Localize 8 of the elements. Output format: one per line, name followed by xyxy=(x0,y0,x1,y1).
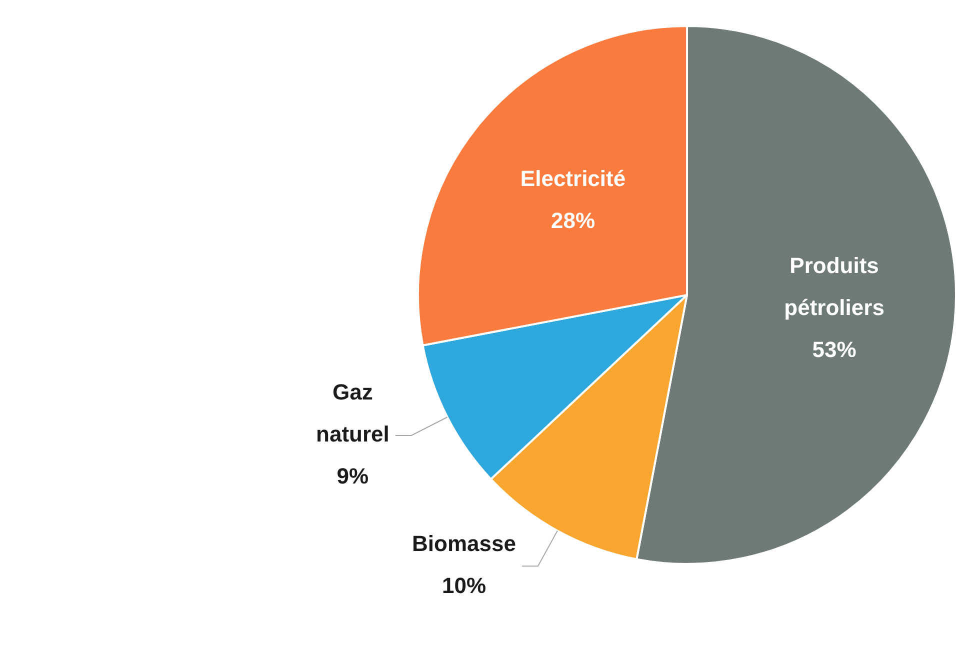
data-label: 10% xyxy=(442,573,486,598)
slice-label: Electricité xyxy=(520,166,626,191)
data-label: 53% xyxy=(812,336,856,362)
data-label: 9% xyxy=(336,464,369,489)
slice-label: Gaz naturel xyxy=(316,380,390,447)
slice-label: Biomasse xyxy=(412,531,516,556)
data-label: 28% xyxy=(550,208,596,233)
slice-label: Produits pétroliers xyxy=(784,252,884,320)
